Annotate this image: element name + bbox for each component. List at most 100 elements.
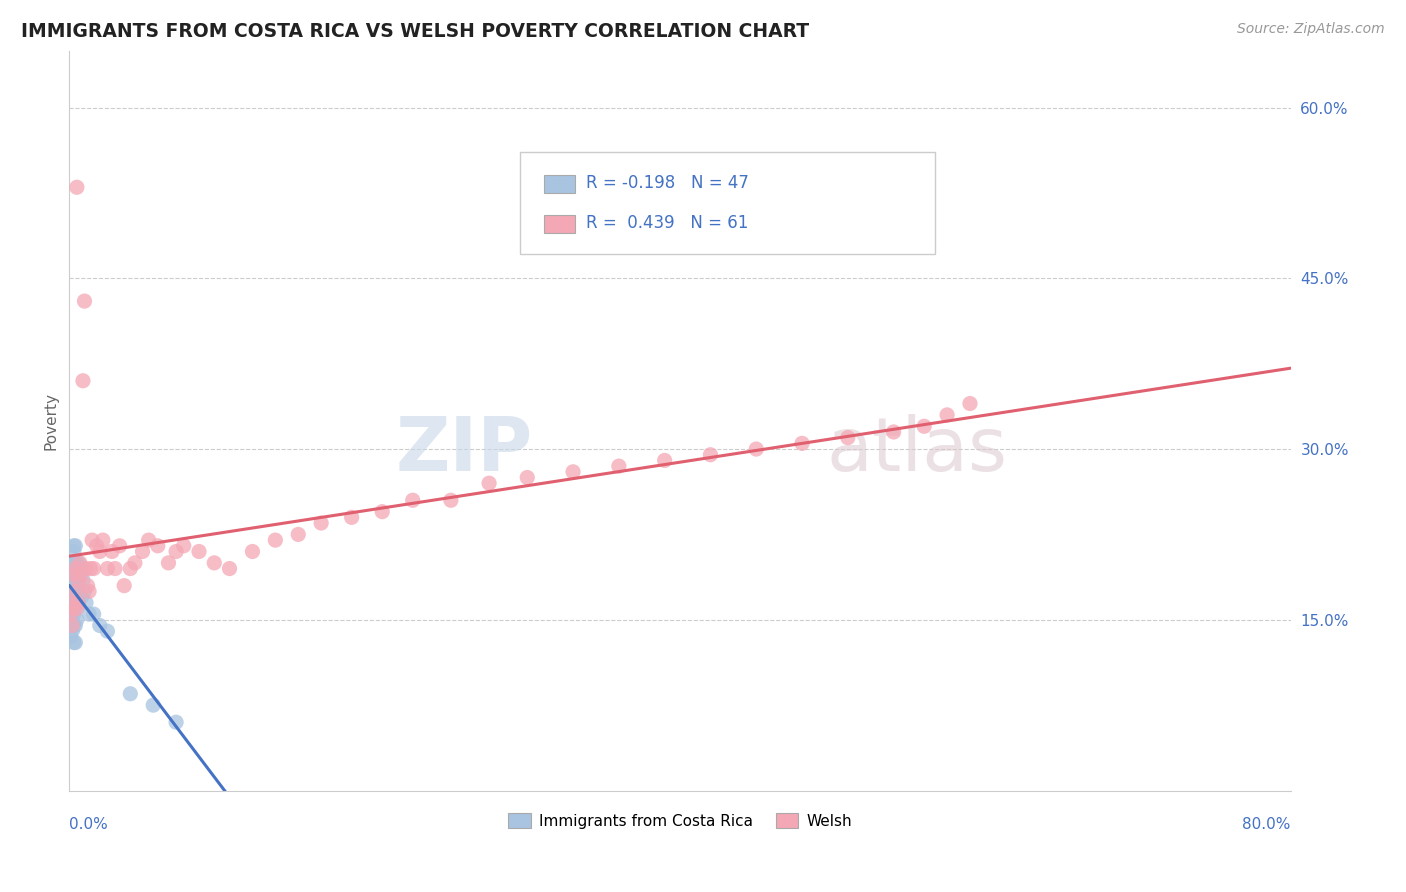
Point: [66, 556, 89, 570]
Point: [79, 561, 101, 575]
Point: [77, 584, 100, 599]
Point: [65, 573, 87, 587]
Point: [60, 561, 83, 575]
Point: [165, 715, 187, 730]
Point: [440, 493, 463, 508]
Text: IMMIGRANTS FROM COSTA RICA VS WELSH POVERTY CORRELATION CHART: IMMIGRANTS FROM COSTA RICA VS WELSH POVE…: [21, 22, 810, 41]
Point: [72, 374, 94, 388]
Point: [101, 544, 124, 558]
Point: [912, 419, 935, 434]
Point: [70, 590, 93, 604]
Point: [89, 618, 111, 632]
Text: 80.0%: 80.0%: [1243, 817, 1291, 832]
Point: [124, 556, 146, 570]
Point: [69, 561, 91, 575]
Point: [65, 584, 87, 599]
Point: [86, 539, 108, 553]
Point: [67, 573, 90, 587]
Point: [67, 596, 90, 610]
Point: [66, 613, 89, 627]
Point: [69, 556, 91, 570]
Text: atlas: atlas: [827, 414, 1008, 487]
Text: 0.0%: 0.0%: [69, 817, 108, 832]
Text: R =  0.439   N = 61: R = 0.439 N = 61: [586, 214, 748, 232]
Point: [91, 533, 114, 548]
Point: [654, 453, 676, 467]
Point: [82, 533, 104, 548]
Point: [62, 573, 84, 587]
Point: [59, 630, 82, 644]
Point: [73, 294, 96, 309]
Point: [157, 556, 180, 570]
Y-axis label: Poverty: Poverty: [44, 392, 58, 450]
Point: [62, 618, 84, 632]
Point: [62, 539, 84, 553]
Point: [60, 584, 83, 599]
Point: [59, 607, 82, 621]
Point: [66, 573, 89, 587]
Point: [790, 436, 813, 450]
Point: [112, 579, 135, 593]
Point: [67, 556, 90, 570]
Point: [67, 573, 90, 587]
Point: [108, 539, 131, 553]
Point: [959, 396, 981, 410]
Point: [371, 505, 394, 519]
Point: [138, 533, 160, 548]
Point: [73, 584, 96, 599]
Point: [66, 180, 89, 194]
Point: [188, 544, 211, 558]
Point: [65, 556, 87, 570]
Point: [89, 544, 111, 558]
Point: [62, 590, 84, 604]
Point: [146, 539, 169, 553]
Point: [62, 635, 84, 649]
Point: [202, 556, 225, 570]
Point: [83, 607, 105, 621]
Point: [62, 596, 84, 610]
Point: [60, 556, 83, 570]
Point: [60, 607, 83, 621]
Point: [699, 448, 721, 462]
Point: [65, 590, 87, 604]
Point: [75, 561, 97, 575]
Point: [66, 601, 89, 615]
Point: [745, 442, 768, 456]
Point: [70, 561, 93, 575]
Point: [173, 539, 195, 553]
Text: Source: ZipAtlas.com: Source: ZipAtlas.com: [1237, 22, 1385, 37]
Point: [120, 687, 142, 701]
Point: [66, 596, 89, 610]
Point: [62, 544, 84, 558]
Point: [120, 561, 142, 575]
Point: [562, 465, 585, 479]
Point: [402, 493, 425, 508]
Point: [96, 561, 118, 575]
Point: [62, 607, 84, 621]
Point: [607, 459, 630, 474]
Point: [60, 618, 83, 632]
Point: [77, 607, 100, 621]
Point: [59, 607, 82, 621]
Point: [62, 567, 84, 582]
Point: [83, 561, 105, 575]
Point: [62, 561, 84, 575]
Point: [60, 573, 83, 587]
Point: [60, 601, 83, 615]
Point: [218, 561, 240, 575]
Point: [264, 533, 287, 548]
Point: [837, 431, 859, 445]
Point: [72, 573, 94, 587]
Legend: Immigrants from Costa Rica, Welsh: Immigrants from Costa Rica, Welsh: [502, 806, 858, 835]
Point: [165, 544, 187, 558]
Point: [883, 425, 905, 439]
Point: [75, 596, 97, 610]
Point: [69, 584, 91, 599]
Point: [65, 561, 87, 575]
Text: R = -0.198   N = 47: R = -0.198 N = 47: [586, 174, 749, 192]
Point: [60, 596, 83, 610]
Point: [65, 539, 87, 553]
Point: [65, 618, 87, 632]
Point: [67, 596, 90, 610]
Point: [516, 470, 538, 484]
